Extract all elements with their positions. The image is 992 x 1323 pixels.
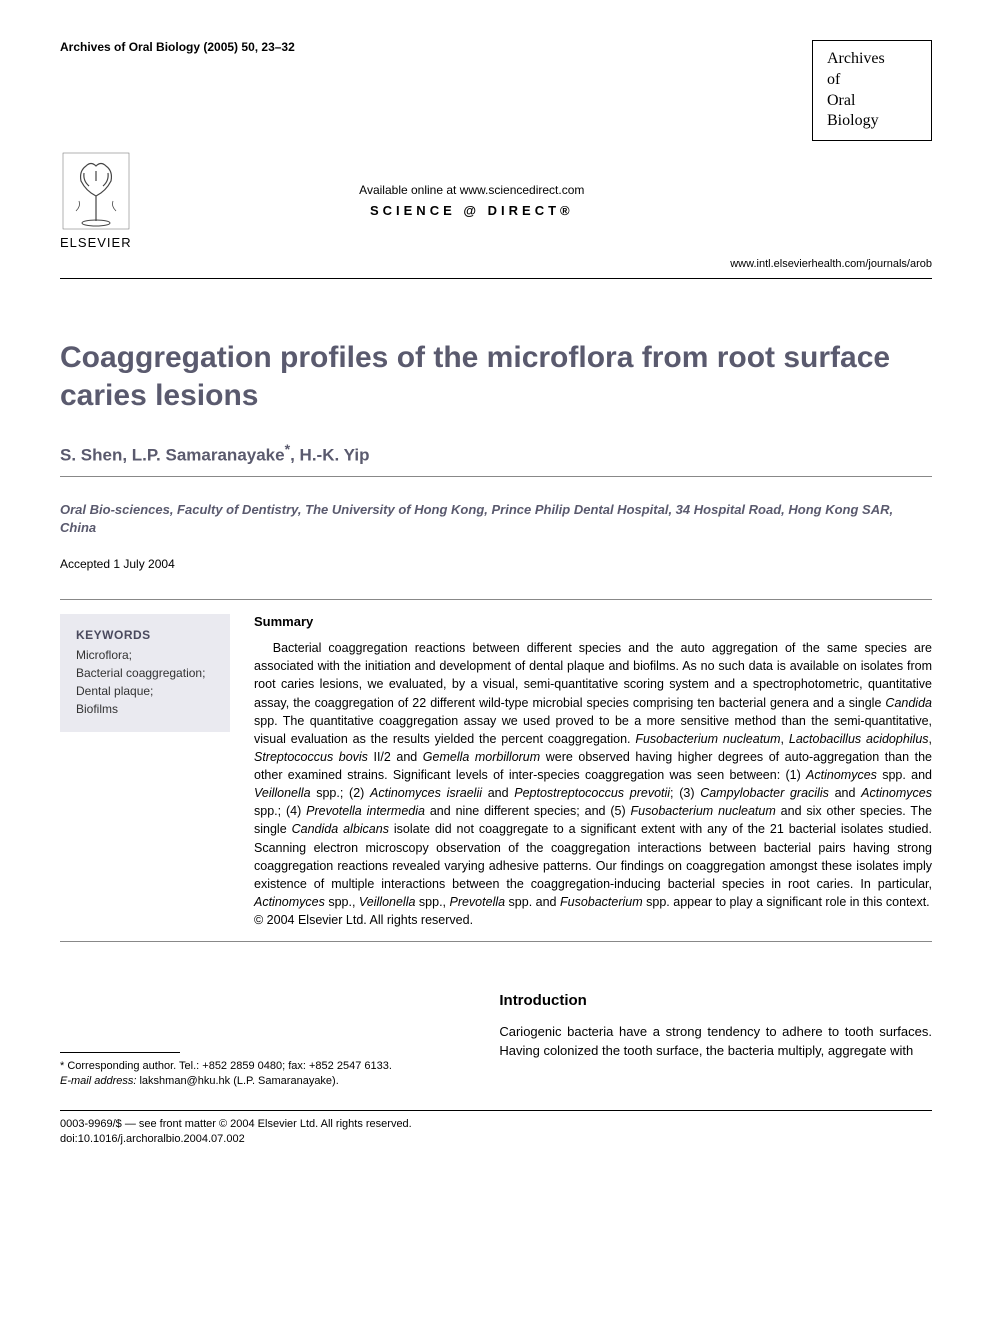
- footer-issn-line: 0003-9969/$ — see front matter © 2004 El…: [60, 1117, 932, 1132]
- author-divider: [60, 476, 932, 477]
- accepted-date: Accepted 1 July 2004: [60, 557, 932, 571]
- abstract-section: KEYWORDS Microflora; Bacterial coaggrega…: [60, 599, 932, 942]
- summary-heading: Summary: [254, 614, 932, 629]
- author: S. Shen, L.P. Samaranayake: [60, 446, 285, 465]
- sciencedirect-logo: SCIENCE @ DIRECT®: [132, 203, 812, 218]
- email-label: E-mail address:: [60, 1075, 136, 1087]
- keywords-heading: KEYWORDS: [76, 628, 214, 642]
- author: , H.-K. Yip: [290, 446, 369, 465]
- keywords-list: Microflora; Bacterial coaggregation; Den…: [76, 646, 214, 718]
- available-online-text: Available online at www.sciencedirect.co…: [132, 183, 812, 197]
- introduction-heading: Introduction: [499, 992, 932, 1009]
- elsevier-tree-icon: [61, 151, 131, 231]
- intro-section: * Corresponding author. Tel.: +852 2859 …: [60, 992, 932, 1090]
- footer-doi-line: doi:10.1016/j.archoralbio.2004.07.002: [60, 1132, 932, 1147]
- introduction-text: Cariogenic bacteria have a strong tenden…: [499, 1023, 932, 1061]
- journal-box-line: Archives: [827, 49, 917, 70]
- keywords-box: KEYWORDS Microflora; Bacterial coaggrega…: [60, 614, 230, 732]
- journal-box-line: Biology: [827, 111, 917, 132]
- journal-reference: Archives of Oral Biology (2005) 50, 23–3…: [60, 40, 295, 54]
- summary-column: Summary Bacterial coaggregation reaction…: [254, 614, 932, 927]
- journal-box-line: Oral: [827, 91, 917, 112]
- footnote-divider: [60, 1052, 180, 1053]
- intro-column: Introduction Cariogenic bacteria have a …: [499, 992, 932, 1090]
- footnote-column: * Corresponding author. Tel.: +852 2859 …: [60, 992, 459, 1090]
- elsevier-block: ELSEVIER: [60, 151, 132, 250]
- summary-copyright: © 2004 Elsevier Ltd. All rights reserved…: [254, 913, 932, 927]
- affiliation: Oral Bio-sciences, Faculty of Dentistry,…: [60, 501, 932, 537]
- center-header-block: Available online at www.sciencedirect.co…: [132, 183, 812, 218]
- elsevier-label: ELSEVIER: [60, 235, 132, 250]
- email-value: lakshman@hku.hk (L.P. Samaranayake).: [139, 1075, 338, 1087]
- email-footnote: E-mail address: lakshman@hku.hk (L.P. Sa…: [60, 1074, 459, 1089]
- corresponding-footnote: * Corresponding author. Tel.: +852 2859 …: [60, 1059, 459, 1074]
- authors-line: S. Shen, L.P. Samaranayake*, H.-K. Yip: [60, 442, 932, 466]
- journal-title-box: Archives of Oral Biology: [812, 40, 932, 141]
- header-row: Archives of Oral Biology (2005) 50, 23–3…: [60, 40, 932, 141]
- footer-divider: [60, 1110, 932, 1111]
- journal-url: www.intl.elsevierhealth.com/journals/aro…: [60, 258, 932, 270]
- summary-body: Bacterial coaggregation reactions betwee…: [254, 639, 932, 911]
- article-title: Coaggregation profiles of the microflora…: [60, 339, 932, 414]
- header-divider: [60, 278, 932, 279]
- publisher-row: ELSEVIER Available online at www.science…: [60, 151, 932, 250]
- journal-box-line: of: [827, 70, 917, 91]
